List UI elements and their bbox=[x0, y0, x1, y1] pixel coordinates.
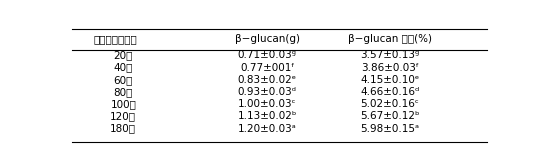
Text: 20분: 20분 bbox=[114, 50, 133, 60]
Text: 120분: 120분 bbox=[110, 111, 136, 121]
Text: 3.86±0.03ᶠ: 3.86±0.03ᶠ bbox=[361, 63, 419, 73]
Text: 0.71±0.03ᵍ: 0.71±0.03ᵍ bbox=[238, 50, 296, 60]
Text: 5.02±0.16ᶜ: 5.02±0.16ᶜ bbox=[360, 99, 419, 109]
Text: 0.93±0.03ᵈ: 0.93±0.03ᵈ bbox=[238, 87, 296, 97]
Text: 5.67±0.12ᵇ: 5.67±0.12ᵇ bbox=[360, 111, 419, 121]
Text: 1.00±0.03ᶜ: 1.00±0.03ᶜ bbox=[238, 99, 296, 109]
Text: β−glucan(g): β−glucan(g) bbox=[235, 34, 300, 45]
Text: 0.83±0.02ᵉ: 0.83±0.02ᵉ bbox=[238, 75, 296, 85]
Text: 40분: 40분 bbox=[114, 63, 133, 73]
Text: 180분: 180분 bbox=[110, 124, 136, 133]
Text: 0.77±001ᶠ: 0.77±001ᶠ bbox=[240, 63, 294, 73]
Text: 60분: 60분 bbox=[114, 75, 133, 85]
Text: 80분: 80분 bbox=[114, 87, 133, 97]
Text: 5.98±0.15ᵃ: 5.98±0.15ᵃ bbox=[360, 124, 419, 133]
Text: 1.13±0.02ᵇ: 1.13±0.02ᵇ bbox=[238, 111, 297, 121]
Text: 초음파치리시간: 초음파치리시간 bbox=[94, 34, 138, 45]
Text: 1.20±0.03ᵃ: 1.20±0.03ᵃ bbox=[238, 124, 296, 133]
Text: 100분: 100분 bbox=[110, 99, 136, 109]
Text: 3.57±0.13ᵍ: 3.57±0.13ᵍ bbox=[360, 50, 419, 60]
Text: β−glucan 수율(%): β−glucan 수율(%) bbox=[348, 34, 432, 45]
Text: 4.66±0.16ᵈ: 4.66±0.16ᵈ bbox=[360, 87, 419, 97]
Text: 4.15±0.10ᵉ: 4.15±0.10ᵉ bbox=[360, 75, 419, 85]
